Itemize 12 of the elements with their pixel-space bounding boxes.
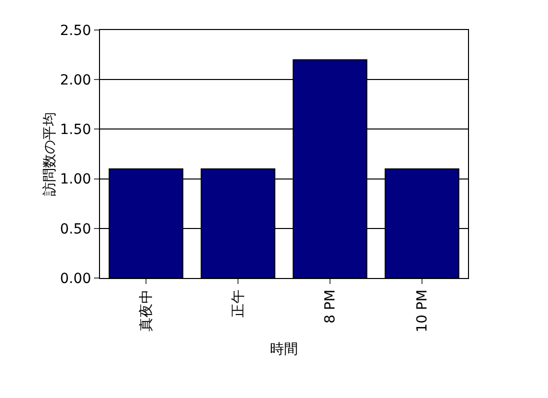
y-tick-label: 1.50: [60, 122, 92, 138]
x-axis-title: 時間: [270, 342, 298, 358]
x-tick-label: 10 PM: [414, 290, 431, 332]
x-tick-label: 8 PM: [322, 290, 339, 324]
y-tick-label: 0.00: [60, 270, 92, 287]
y-tick-label: 1.00: [60, 172, 92, 188]
y-tick-label: 2.50: [60, 22, 92, 39]
y-axis-title: 訪問数の平均: [42, 112, 58, 196]
x-tick-label: 正午: [230, 290, 247, 318]
y-tick-label: 0.50: [60, 221, 92, 238]
x-tick-label: 真夜中: [138, 290, 155, 332]
y-tick-label: 2.00: [60, 72, 92, 88]
